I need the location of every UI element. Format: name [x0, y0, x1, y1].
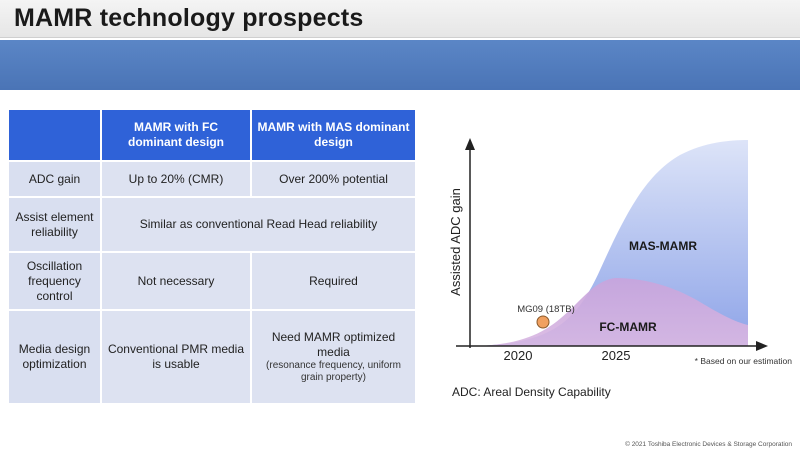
row-label-media-design: Media design optimization — [7, 309, 102, 405]
y-axis-label: Assisted ADC gain — [448, 188, 463, 296]
cell-oscillation-fc: Not necessary — [100, 251, 252, 311]
estimation-footnote: * Based on our estimation — [695, 356, 793, 366]
cell-media-design-fc: Conventional PMR media is usable — [100, 309, 252, 405]
table-header-row: MAMR with FC dominant design MAMR with M… — [7, 108, 417, 162]
row-label-adc-gain: ADC gain — [7, 160, 102, 198]
y-axis-arrow — [465, 138, 475, 150]
x-tick-label: 2020 — [504, 348, 533, 363]
table-header-empty — [7, 108, 102, 162]
page-title: MAMR technology prospects — [14, 4, 364, 32]
title-bar: MAMR technology prospects — [0, 0, 800, 38]
adc-gain-chart: Assisted ADC gain 2020 2025 MAS-MAMR FC-… — [448, 138, 793, 366]
cell-media-design-mas: Need MAMR optimized media (resonance fre… — [250, 309, 417, 405]
x-axis-arrow — [756, 341, 768, 351]
cell-adc-gain-mas: Over 200% potential — [250, 160, 417, 198]
adc-definition-note: ADC: Areal Density Capability — [452, 385, 611, 399]
table-header-fc: MAMR with FC dominant design — [100, 108, 252, 162]
table-row: Oscillation frequency control Not necess… — [7, 251, 417, 311]
x-tick-label: 2025 — [602, 348, 631, 363]
table-row: ADC gain Up to 20% (CMR) Over 200% poten… — [7, 160, 417, 198]
mg09-marker — [536, 315, 550, 329]
cell-assist-element-merged: Similar as conventional Read Head reliab… — [100, 196, 417, 253]
mg09-annotation: MG09 (18TB) — [517, 304, 575, 315]
table-row: Media design optimization Conventional P… — [7, 309, 417, 405]
table-row: Assist element reliability Similar as co… — [7, 196, 417, 253]
copyright-footer: © 2021 Toshiba Electronic Devices & Stor… — [625, 441, 792, 448]
mas-mamr-label: MAS-MAMR — [629, 239, 697, 253]
table-header-mas: MAMR with MAS dominant design — [250, 108, 417, 162]
cell-media-design-mas-main: Need MAMR optimized media — [271, 329, 396, 359]
comparison-table: MAMR with FC dominant design MAMR with M… — [7, 108, 417, 405]
cell-adc-gain-fc: Up to 20% (CMR) — [100, 160, 252, 198]
fc-mamr-area — [480, 278, 748, 346]
cell-oscillation-mas: Required — [250, 251, 417, 311]
fc-mamr-label: FC-MAMR — [599, 320, 657, 334]
row-label-oscillation: Oscillation frequency control — [7, 251, 102, 311]
row-label-assist-element: Assist element reliability — [7, 196, 102, 253]
header-band — [0, 40, 800, 90]
cell-media-design-mas-note: (resonance frequency, uniform grain prop… — [266, 359, 401, 384]
